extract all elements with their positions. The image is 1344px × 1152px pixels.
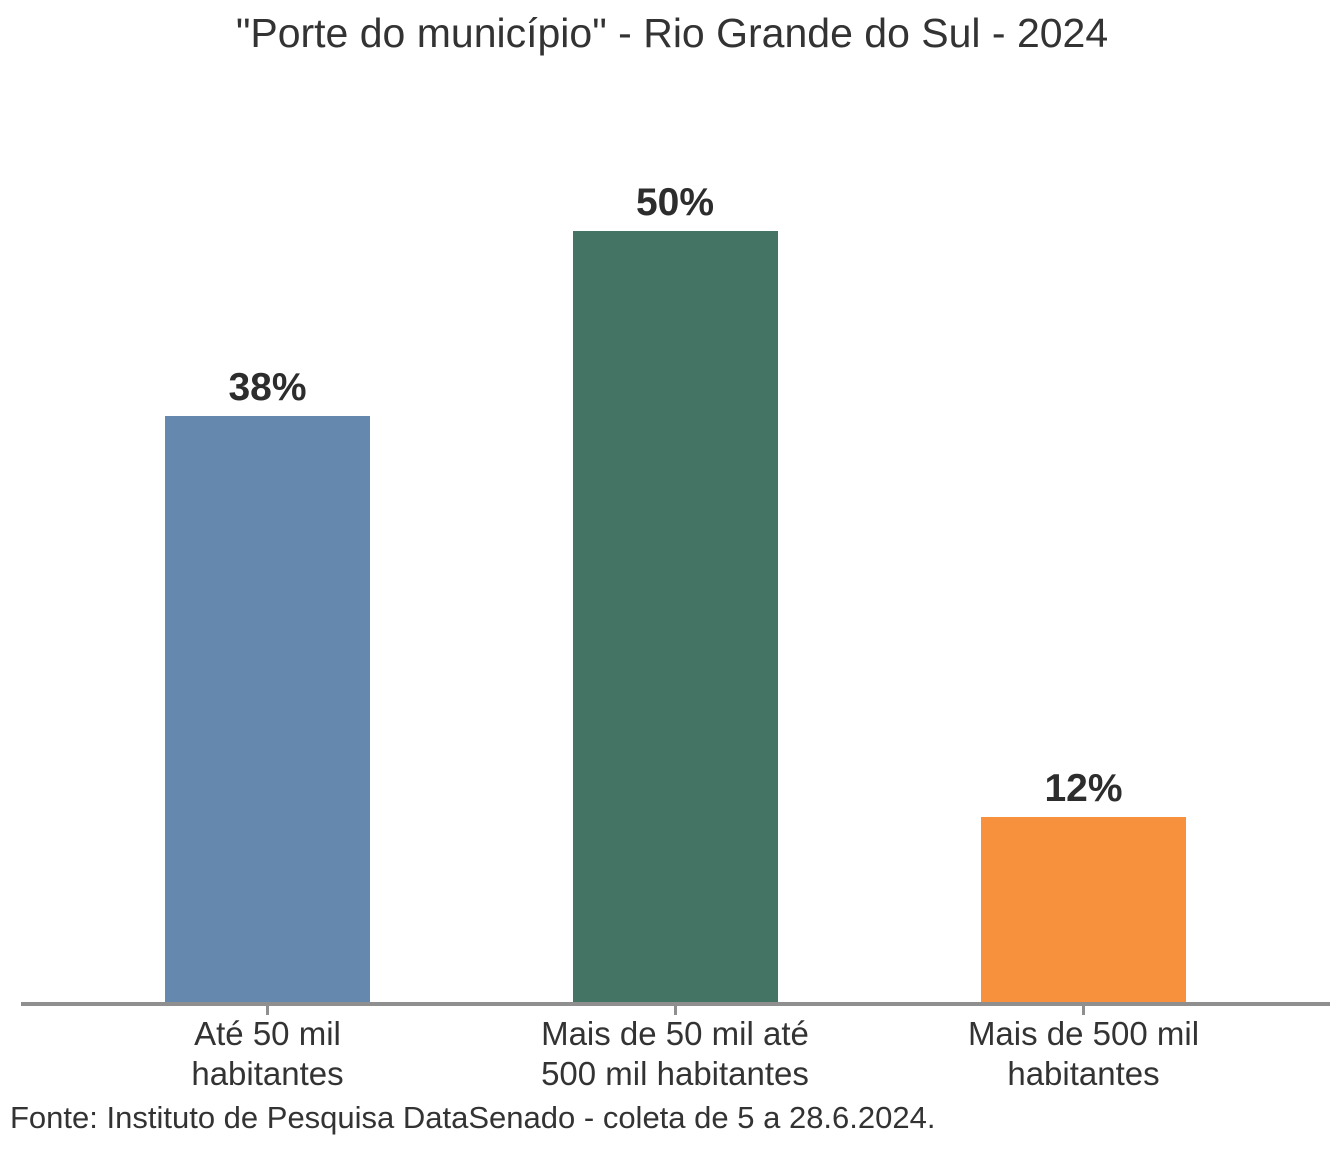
bar-2 bbox=[981, 817, 1186, 1002]
bar-group: 50% bbox=[572, 181, 778, 1002]
bar-1 bbox=[572, 231, 778, 1002]
bar-value-label: 12% bbox=[1044, 767, 1123, 810]
bar-value-label: 38% bbox=[228, 366, 307, 409]
category-label: Mais de 50 mil até 500 mil habitantes bbox=[541, 1015, 809, 1093]
bar-group: 12% bbox=[981, 769, 1186, 1002]
category-label: Até 50 mil habitantes bbox=[191, 1015, 344, 1093]
chart-title: "Porte do município" - Rio Grande do Sul… bbox=[235, 10, 1109, 56]
axis-tick bbox=[266, 1006, 269, 1015]
chart-source: Fonte: Instituto de Pesquisa DataSenado … bbox=[10, 1100, 936, 1135]
x-axis-line bbox=[21, 1002, 1330, 1006]
category-label: Mais de 500 mil habitantes bbox=[967, 1015, 1200, 1093]
axis-tick bbox=[673, 1006, 677, 1015]
bar-0 bbox=[165, 416, 370, 1002]
axis-tick bbox=[1082, 1006, 1085, 1015]
bar-group: 38% bbox=[165, 368, 370, 1002]
bar-value-label: 50% bbox=[635, 181, 715, 224]
